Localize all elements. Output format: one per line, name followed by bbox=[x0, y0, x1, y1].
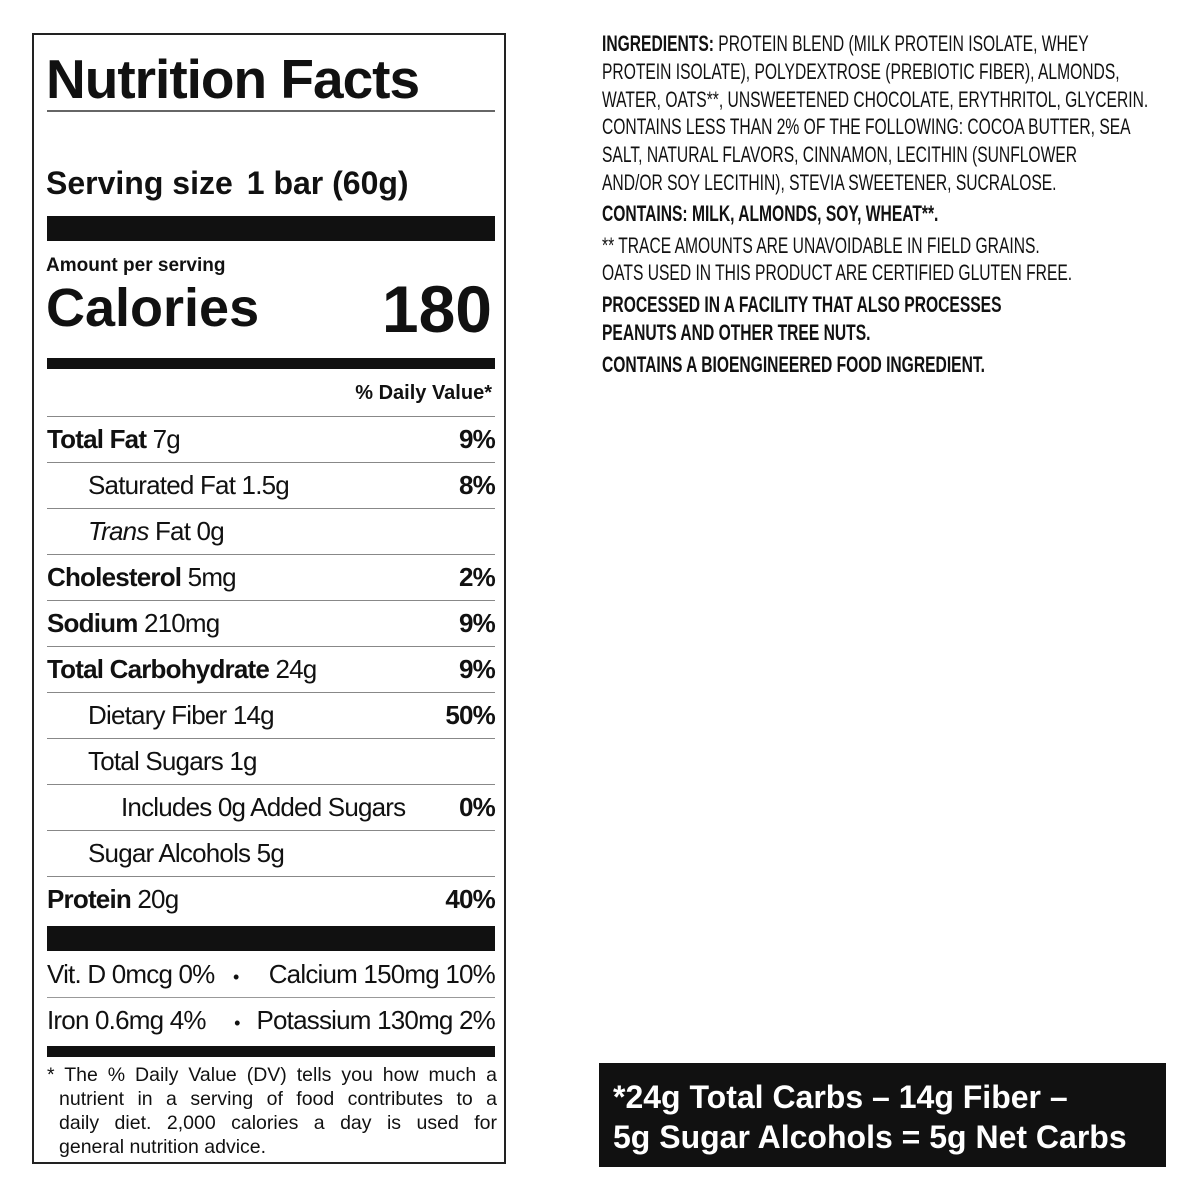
vitamin-row: Vit. D 0mcg 0% • Calcium 150mg 10% bbox=[47, 959, 496, 990]
medium-divider bbox=[47, 1046, 495, 1057]
net-carbs-line: *24g Total Carbs – 14g Fiber – bbox=[613, 1079, 1068, 1115]
nutrient-label: Total Carbohydrate bbox=[47, 654, 270, 684]
nutrient-daily-value: 0% bbox=[459, 792, 496, 822]
footnote-line: general nutrition advice. bbox=[59, 1136, 267, 1158]
nutrient-name: Trans Fat 0g bbox=[47, 516, 225, 546]
nutrient-row: Saturated Fat 1.5g 8% bbox=[47, 462, 496, 508]
calories-value: 180 bbox=[381, 272, 492, 346]
facility-note: PEANUTS AND OTHER TREE NUTS. bbox=[602, 319, 871, 345]
ingredients-heading: INGREDIENTS: bbox=[602, 31, 714, 56]
nutrient-name: Cholesterol 5mg bbox=[47, 562, 237, 592]
nutrient-daily-value: 9% bbox=[459, 654, 496, 684]
ingredients-line: PROTEIN BLEND (MILK PROTEIN ISOLATE, WHE… bbox=[713, 31, 1089, 56]
ingredients-line: WATER, OATS**, UNSWEETENED CHOCOLATE, ER… bbox=[602, 86, 1149, 112]
nutrient-label: Sodium bbox=[47, 608, 138, 638]
vitamin-left: Vit. D 0mcg 0% bbox=[47, 959, 215, 989]
daily-value-footnote: * The % Daily Value (DV) tells you how m… bbox=[47, 1063, 497, 1159]
ingredients-block: INGREDIENTS: PROTEIN BLEND (MILK PROTEIN… bbox=[602, 30, 1163, 379]
nutrition-facts-title: Nutrition Facts bbox=[46, 48, 420, 110]
nutrient-row: Protein 20g 40% bbox=[47, 876, 496, 922]
nutrient-daily-value: 50% bbox=[445, 700, 495, 730]
serving-size-label: Serving size bbox=[46, 165, 233, 201]
serving-size: Serving size 1 bar (60g) bbox=[46, 165, 409, 202]
net-carbs-line: 5g Sugar Alcohols = 5g Net Carbs bbox=[613, 1119, 1127, 1155]
ingredients-line: AND/OR SOY LECITHIN), STEVIA SWEETENER, … bbox=[602, 169, 1057, 195]
nutrient-name: Protein 20g bbox=[47, 884, 179, 914]
divider bbox=[47, 110, 495, 112]
nutrient-label: Cholesterol bbox=[47, 562, 182, 592]
net-carbs-box: *24g Total Carbs – 14g Fiber – 5g Sugar … bbox=[599, 1063, 1166, 1167]
nutrient-daily-value: 8% bbox=[459, 470, 496, 500]
nutrient-name: Sodium 210mg bbox=[47, 608, 220, 638]
nutrient-label: Saturated Fat 1.5g bbox=[88, 470, 290, 500]
nutrient-daily-value: 9% bbox=[459, 424, 496, 454]
nutrient-row: Total Carbohydrate 24g 9% bbox=[47, 646, 496, 692]
nutrient-label: Includes 0g Added Sugars bbox=[121, 792, 406, 822]
nutrient-name: Total Fat 7g bbox=[47, 424, 181, 454]
nutrient-row: Cholesterol 5mg 2% bbox=[47, 554, 496, 600]
vitamin-left: Iron 0.6mg 4% bbox=[47, 1005, 207, 1035]
nutrient-row: Dietary Fiber 14g 50% bbox=[47, 692, 496, 738]
nutrient-label: Sugar Alcohols 5g bbox=[88, 838, 285, 868]
footnote-line: * The % Daily Value (DV) tells you how m… bbox=[47, 1064, 497, 1086]
nutrient-name: Dietary Fiber 14g bbox=[47, 700, 275, 730]
divider bbox=[47, 997, 495, 998]
nutrient-row: Sodium 210mg 9% bbox=[47, 600, 496, 646]
nutrient-row: Total Fat 7g 9% bbox=[47, 416, 496, 462]
medium-divider bbox=[47, 358, 495, 369]
footnote-line: daily diet. 2,000 calories a day is used… bbox=[59, 1112, 497, 1134]
nutrient-name: Sugar Alcohols 5g bbox=[47, 838, 285, 868]
nutrient-row: Total Sugars 1g bbox=[47, 738, 495, 784]
nutrition-facts-panel: Nutrition Facts Serving size 1 bar (60g) … bbox=[32, 33, 506, 1164]
nutrient-amount: 7g bbox=[146, 424, 181, 454]
nutrient-amount: 5mg bbox=[181, 562, 237, 592]
nutrient-row: Sugar Alcohols 5g bbox=[47, 830, 495, 876]
amount-per-serving: Amount per serving bbox=[46, 255, 226, 276]
footnote-line: nutrient in a serving of food contribute… bbox=[59, 1088, 497, 1110]
vitamin-right: Calcium 150mg 10% bbox=[268, 959, 496, 989]
serving-size-value: 1 bar (60g) bbox=[246, 165, 409, 201]
nutrient-amount: 24g bbox=[269, 654, 317, 684]
trace-note: OATS USED IN THIS PRODUCT ARE CERTIFIED … bbox=[602, 260, 1073, 286]
ingredients-line: CONTAINS LESS THAN 2% OF THE FOLLOWING: … bbox=[602, 114, 1131, 140]
daily-value-header: % Daily Value* bbox=[355, 382, 492, 404]
thick-divider bbox=[47, 216, 495, 241]
bioengineered-note: CONTAINS A BIOENGINEERED FOOD INGREDIENT… bbox=[602, 351, 986, 377]
facility-note: PROCESSED IN A FACILITY THAT ALSO PROCES… bbox=[602, 292, 1002, 318]
trace-note: ** TRACE AMOUNTS ARE UNAVOIDABLE IN FIEL… bbox=[602, 232, 1040, 258]
nutrient-name: Total Sugars 1g bbox=[47, 746, 257, 776]
nutrient-amount: 20g bbox=[130, 884, 179, 914]
nutrient-amount: 210mg bbox=[137, 608, 220, 638]
allergen-contains: CONTAINS: MILK, ALMONDS, SOY, WHEAT**. bbox=[602, 200, 939, 226]
nutrient-daily-value: 40% bbox=[445, 884, 495, 914]
nutrient-row: Includes 0g Added Sugars 0% bbox=[47, 784, 496, 830]
nutrient-label: Dietary Fiber 14g bbox=[88, 700, 275, 730]
bullet: • bbox=[232, 967, 239, 987]
thick-divider bbox=[47, 926, 495, 951]
nutrient-name: Saturated Fat 1.5g bbox=[47, 470, 290, 500]
ingredients-line: PROTEIN ISOLATE), POLYDEXTROSE (PREBIOTI… bbox=[602, 58, 1120, 84]
nutrient-daily-value: 9% bbox=[459, 608, 496, 638]
nutrient-row: Trans Fat 0g bbox=[47, 508, 495, 554]
nutrient-label: Total Fat bbox=[47, 424, 147, 454]
nutrient-daily-value: 2% bbox=[459, 562, 496, 592]
nutrient-label: Trans bbox=[88, 516, 149, 546]
ingredients-line: SALT, NATURAL FLAVORS, CINNAMON, LECITHI… bbox=[602, 142, 1078, 168]
vitamin-right: Potassium 130mg 2% bbox=[256, 1005, 495, 1035]
calories-label: Calories bbox=[46, 278, 260, 338]
nutrient-amount: Fat 0g bbox=[148, 516, 225, 546]
nutrient-label: Protein bbox=[47, 884, 132, 914]
nutrient-name: Total Carbohydrate 24g bbox=[47, 654, 317, 684]
nutrient-label: Total Sugars 1g bbox=[88, 746, 257, 776]
nutrient-name: Includes 0g Added Sugars bbox=[47, 792, 406, 822]
bullet: • bbox=[234, 1013, 240, 1033]
vitamin-row: Iron 0.6mg 4% • Potassium 130mg 2% bbox=[47, 1005, 496, 1036]
